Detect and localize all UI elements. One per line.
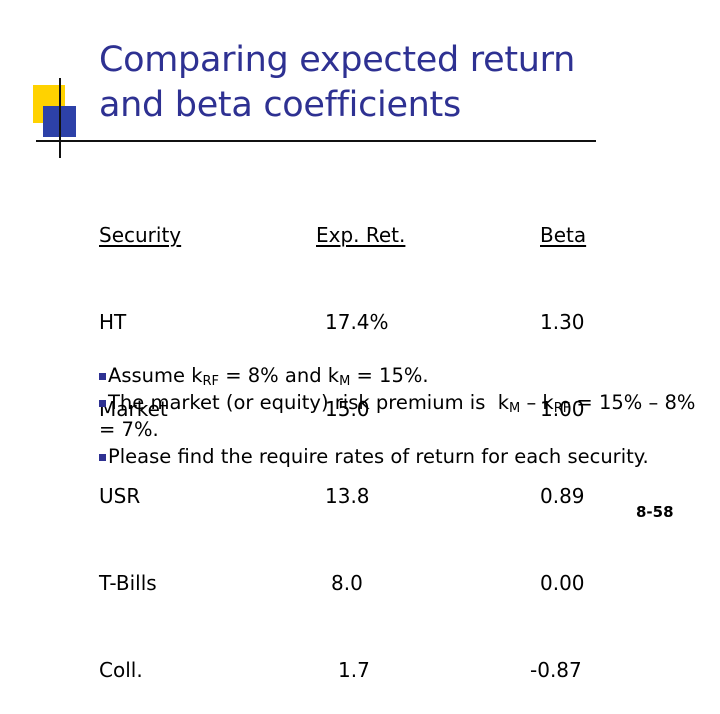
- bullet-text: – k: [520, 391, 554, 414]
- bullet-text: = 8% and k: [219, 364, 340, 387]
- slide-title-line-2: and beta coefficients: [99, 85, 461, 125]
- beta-header: Beta: [530, 221, 586, 250]
- expected-return-cell: 1.7: [338, 658, 370, 682]
- bullet-item: Please find the require rates of return …: [99, 443, 709, 470]
- expected-return-cell: 15.0: [325, 397, 370, 421]
- bullet-text: The market (or equity) risk premium is k: [108, 391, 510, 414]
- security-cell: Coll.: [99, 658, 143, 682]
- bullet-square-icon: [99, 454, 106, 461]
- security-cell: USR: [99, 484, 141, 508]
- subscript: M: [509, 401, 521, 416]
- slide-title-line-1: Comparing expected return: [99, 40, 575, 80]
- subscript: RF: [553, 401, 571, 416]
- beta-cell: 0.89: [540, 484, 585, 508]
- expected-return-cell: 17.4%: [325, 310, 389, 334]
- subscript: RF: [202, 374, 220, 389]
- expected-return-cell: 13.8: [325, 484, 370, 508]
- security-header: Security: [99, 223, 182, 247]
- decorative-vertical-rule: [59, 78, 61, 158]
- bullet-text: Please find the require rates of return …: [108, 445, 649, 468]
- subscript: M: [339, 374, 351, 389]
- security-cell: HT: [99, 310, 127, 334]
- bullet-square-icon: [99, 373, 106, 380]
- beta-header-label: Beta: [540, 223, 587, 247]
- bullet-item: The market (or equity) risk premium is k…: [99, 389, 709, 443]
- bullet-item: Assume kRF = 8% and kM = 15%.: [99, 362, 709, 389]
- beta-cell: 0.00: [540, 571, 585, 595]
- page-number: 8-58: [636, 503, 674, 521]
- beta-cell: 1.30: [540, 310, 585, 334]
- slide-title: Comparing expected return and beta coeff…: [99, 38, 575, 128]
- bullet-square-icon: [99, 400, 106, 407]
- bullet-text: = 15%.: [350, 364, 429, 387]
- beta-cell: -0.87: [530, 658, 582, 682]
- decorative-horizontal-rule: [36, 140, 596, 142]
- beta-cell: 1.00: [540, 397, 585, 421]
- expected-return-header: Exp. Ret.: [316, 223, 406, 247]
- bullet-text: Assume k: [108, 364, 203, 387]
- security-cell: T-Bills: [99, 571, 157, 595]
- bullet-text: = 15% – 8% = 7%.: [99, 391, 696, 441]
- security-cell: Market: [99, 397, 168, 421]
- bullet-list: Assume kRF = 8% and kM = 15%. The market…: [99, 362, 709, 470]
- expected-return-cell: 8.0: [331, 571, 363, 595]
